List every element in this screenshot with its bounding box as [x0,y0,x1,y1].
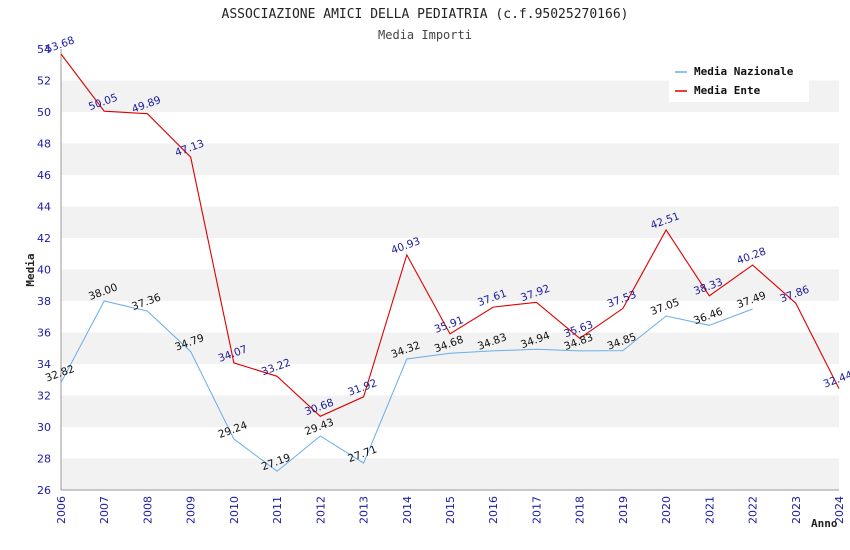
y-tick-label: 54 [37,43,51,56]
y-tick-label: 46 [37,169,51,182]
x-axis-label: Anno [811,517,838,530]
y-tick-labels: 26 28 30 32 34 36 38 40 42 44 46 48 50 52 54 [37,43,51,497]
x-tick-label: 2016 [487,496,500,524]
legend-entry-ente: Media Ente [694,84,761,97]
x-tick-label: 2009 [185,496,198,524]
grid-band [61,112,839,144]
legend-entry-nazionale: Media Nazionale [694,65,794,78]
x-tick-labels: 2006 2007 2008 2009 2010 2011 2012 2013 2014 2015… [55,496,846,524]
x-tick-label: 2024 [833,496,846,524]
x-tick-label: 2023 [790,496,803,524]
x-tick-label: 2022 [747,496,760,524]
y-tick-label: 30 [37,421,51,434]
grid-band [61,427,839,459]
legend: Media Nazionale Media Ente [669,60,809,102]
y-tick-label: 26 [37,484,51,497]
grid-bands [61,49,839,490]
grid-band [61,458,839,490]
grid-band [61,301,839,333]
series-lines [60,53,840,472]
y-tick-label: 50 [37,106,51,119]
y-tick-label: 44 [37,201,51,214]
x-tick-label: 2008 [141,496,154,524]
y-tick-label: 42 [37,232,51,245]
grid-band [61,175,839,207]
y-axis-label: Media [24,253,37,286]
x-tick-label: 2018 [574,496,587,524]
x-tick-label: 2011 [271,496,284,524]
x-tick-label: 2017 [530,496,543,524]
y-tick-label: 38 [37,295,51,308]
x-tick-label: 2012 [314,496,327,524]
grid-band [61,206,839,238]
series-line-nazionale [60,300,753,472]
y-tick-label: 52 [37,75,51,88]
x-tick-label: 2010 [228,496,241,524]
x-tick-label: 2021 [703,496,716,524]
x-tick-label: 2020 [660,496,673,524]
grid-band [61,238,839,270]
x-tick-label: 2014 [401,496,414,524]
grid-band [61,395,839,427]
chart-subtitle: Media Importi [378,28,472,42]
chart-title: ASSOCIAZIONE AMICI DELLA PEDIATRIA (c.f.… [222,7,629,22]
y-tick-label: 36 [37,327,51,340]
y-tick-label: 40 [37,264,51,277]
grid-band [61,364,839,396]
legend-box [669,60,809,102]
series-line-ente [60,53,840,417]
y-tick-label: 34 [37,358,51,371]
y-tick-label: 32 [37,390,51,403]
grid-band [61,332,839,364]
x-tick-label: 2013 [358,496,371,524]
x-tick-label: 2015 [444,496,457,524]
axes [60,49,839,491]
y-tick-label: 48 [37,138,51,151]
x-tick-label: 2006 [55,496,68,524]
x-tick-label: 2007 [98,496,111,524]
y-tick-label: 28 [37,453,51,466]
x-tick-label: 2019 [617,496,630,524]
